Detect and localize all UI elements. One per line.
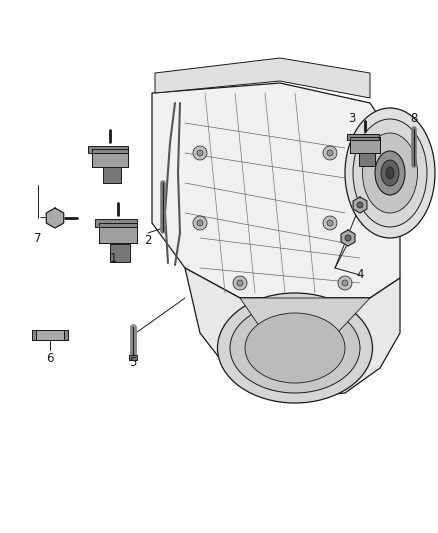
Polygon shape <box>155 58 370 98</box>
Circle shape <box>323 146 337 160</box>
Text: 8: 8 <box>410 111 418 125</box>
FancyBboxPatch shape <box>88 146 128 152</box>
FancyBboxPatch shape <box>32 330 36 340</box>
Circle shape <box>327 220 333 226</box>
FancyBboxPatch shape <box>99 223 137 243</box>
Text: 1: 1 <box>109 252 117 264</box>
Ellipse shape <box>218 293 372 403</box>
Text: 3: 3 <box>348 111 356 125</box>
Circle shape <box>323 216 337 230</box>
Circle shape <box>237 280 243 286</box>
Polygon shape <box>185 268 400 398</box>
FancyBboxPatch shape <box>103 167 121 183</box>
FancyBboxPatch shape <box>359 152 375 166</box>
Text: 2: 2 <box>144 235 152 247</box>
FancyBboxPatch shape <box>350 137 380 153</box>
Ellipse shape <box>363 133 417 213</box>
Ellipse shape <box>375 151 405 195</box>
Circle shape <box>233 276 247 290</box>
FancyBboxPatch shape <box>110 244 130 262</box>
Text: 5: 5 <box>129 357 137 369</box>
FancyBboxPatch shape <box>95 219 137 227</box>
Ellipse shape <box>353 119 427 227</box>
Ellipse shape <box>230 303 360 393</box>
Circle shape <box>197 220 203 226</box>
Polygon shape <box>353 197 367 213</box>
Polygon shape <box>46 208 64 228</box>
Circle shape <box>338 276 352 290</box>
Ellipse shape <box>381 160 399 186</box>
Polygon shape <box>152 83 400 298</box>
Circle shape <box>342 280 348 286</box>
Circle shape <box>345 235 351 241</box>
Polygon shape <box>341 230 355 246</box>
Circle shape <box>193 216 207 230</box>
Ellipse shape <box>245 313 345 383</box>
Circle shape <box>327 150 333 156</box>
Text: 7: 7 <box>34 231 42 245</box>
FancyBboxPatch shape <box>92 149 128 167</box>
Circle shape <box>357 202 363 208</box>
FancyBboxPatch shape <box>347 134 379 140</box>
Circle shape <box>197 150 203 156</box>
FancyBboxPatch shape <box>64 330 68 340</box>
Ellipse shape <box>345 108 435 238</box>
Polygon shape <box>240 298 370 378</box>
Ellipse shape <box>386 167 394 179</box>
FancyBboxPatch shape <box>129 354 137 359</box>
Text: 6: 6 <box>46 351 54 365</box>
Circle shape <box>193 146 207 160</box>
Text: 4: 4 <box>356 269 364 281</box>
FancyBboxPatch shape <box>34 330 66 340</box>
